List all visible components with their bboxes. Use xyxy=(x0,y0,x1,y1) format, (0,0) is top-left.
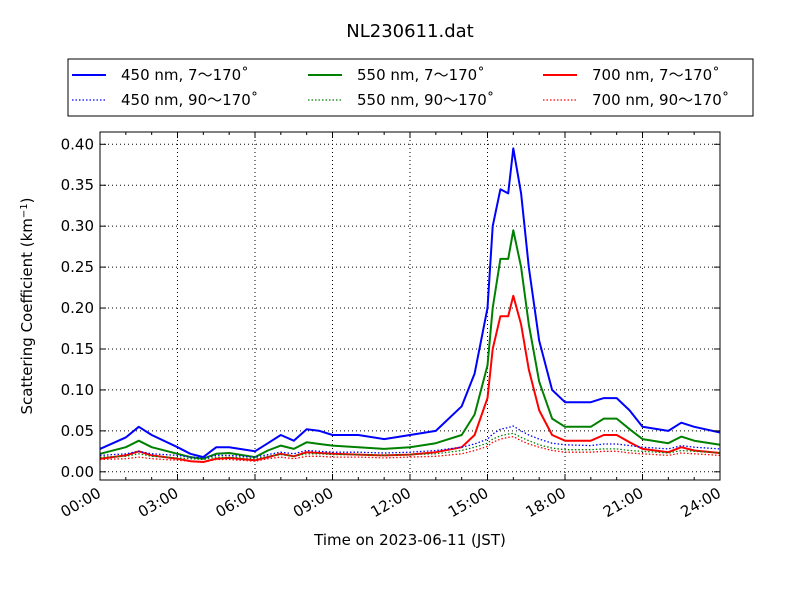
series-line-5 xyxy=(99,435,721,463)
y-tick-label: 0.25 xyxy=(61,258,94,276)
x-tick-label: 15:00 xyxy=(445,484,491,521)
series-line-1 xyxy=(99,229,721,460)
legend-label: 450 nm, 7～170˚ xyxy=(121,66,249,84)
series-line-4 xyxy=(99,432,721,461)
x-tick-label: 18:00 xyxy=(523,484,569,521)
y-tick-label: 0.35 xyxy=(61,176,94,194)
series-line-0 xyxy=(99,147,721,459)
y-axis-label: Scattering Coefficient (km−1) xyxy=(18,197,36,414)
legend-label: 550 nm, 7～170˚ xyxy=(357,66,485,84)
series-group xyxy=(99,147,721,463)
y-axis-label-end: ) xyxy=(18,197,36,203)
y-tick-label: 0.30 xyxy=(61,217,94,235)
y-axis-label-superscript: −1 xyxy=(19,203,30,218)
y-tick-label: 0.00 xyxy=(61,463,94,481)
series-line-3 xyxy=(99,425,721,459)
x-tick-label: 24:00 xyxy=(678,484,724,521)
legend: 450 nm, 7～170˚ 550 nm, 7～170˚ 700 nm, 7～17… xyxy=(67,58,754,117)
y-tick-label: 0.10 xyxy=(61,381,94,399)
legend-label: 700 nm, 90～170˚ xyxy=(592,91,729,109)
grid xyxy=(100,132,720,480)
y-tick-label: 0.15 xyxy=(61,340,94,358)
x-tick-label: 03:00 xyxy=(135,484,181,521)
y-tick-label: 0.05 xyxy=(61,422,94,440)
y-tick-label: 0.20 xyxy=(61,299,94,317)
x-tick-label: 06:00 xyxy=(213,484,259,521)
axis-ticks: 00:00 03:00 06:00 09:00 12:00 15:00 18:00 21:00… xyxy=(58,132,724,521)
legend-label: 700 nm, 7～170˚ xyxy=(592,66,720,84)
x-axis-label: Time on 2023-06-11 (JST) xyxy=(313,531,506,549)
x-tick-label: 00:00 xyxy=(58,484,104,521)
chart-title: NL230611.dat xyxy=(346,21,473,42)
x-tick-label: 12:00 xyxy=(368,484,414,521)
x-tick-label: 21:00 xyxy=(600,484,646,521)
y-axis-label-text: Scattering Coefficient (km xyxy=(18,218,36,414)
y-tick-label: 0.40 xyxy=(61,135,94,153)
legend-label: 450 nm, 90～170˚ xyxy=(121,91,258,109)
legend-label: 550 nm, 90～170˚ xyxy=(357,91,494,109)
legend-box xyxy=(67,58,754,117)
x-tick-label: 09:00 xyxy=(290,484,336,521)
